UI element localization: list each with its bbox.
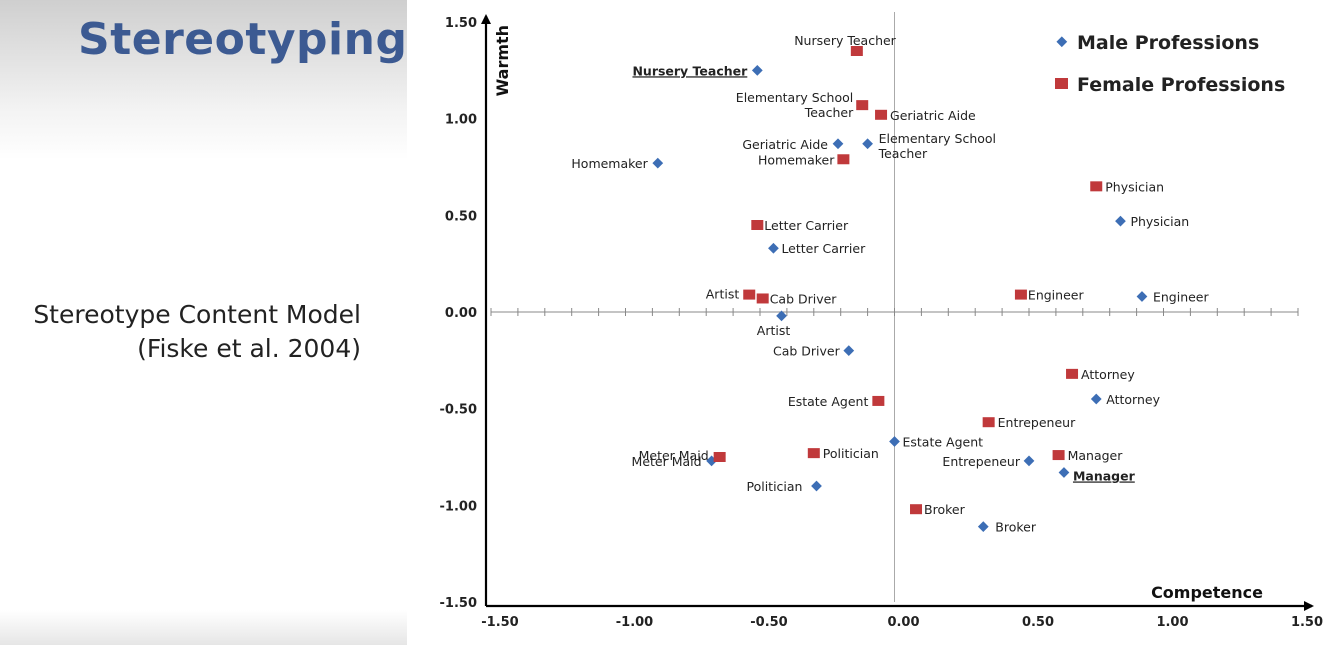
male-point-label: Geriatric Aide [742,137,828,152]
female-point-marker [713,452,726,462]
male-point-marker [751,64,763,76]
female-point-label: Attorney [1081,367,1135,382]
x-tick-label: -1.00 [616,615,653,630]
male-point-label: Engineer [1153,290,1210,305]
male-point-label: Physician [1130,214,1189,229]
y-tick-label: -0.50 [440,403,477,418]
axes-layer: -1.50 -1.00 -0.50 0.00 0.50 1.00 1.50 1.50 1.00 0… [440,12,1323,630]
slide-subtitle: Stereotype Content Model (Fiske et al. 2… [33,298,361,366]
female-point-marker [910,504,923,515]
x-tick-label: 1.50 [1291,615,1323,630]
female-point-label: Politician [823,446,879,461]
male-point-label: Nursery Teacher [632,63,748,78]
female-point-label: Teacher [804,105,854,120]
female-point-label: Entrepeneur [998,415,1076,430]
male-point-label: Manager [1073,468,1136,483]
female-point-label: Letter Carrier [764,218,849,233]
female-point-marker [1014,289,1027,300]
female-point-label: Nursery Teacher [794,33,896,48]
male-point-marker [1058,467,1070,478]
female-point-label: Estate Agent [788,394,869,409]
male-point-label: Politician [746,479,802,494]
scatter-chart: -1.50 -1.00 -0.50 0.00 0.50 1.00 1.50 1.50 1.00 0… [440,12,1323,630]
legend-female-marker [1055,78,1068,89]
x-axis-title: Competence [1151,583,1263,602]
male-point-marker [1115,215,1126,227]
y-tick-label: 0.50 [445,209,477,224]
female-point-label: Meter Maid [639,448,709,463]
male-point-label: Elementary School [879,131,996,146]
legend-label: Female Professions [1077,74,1285,96]
male-point-marker [832,138,844,150]
x-tick-label: -0.50 [750,615,787,630]
female-point-marker [743,289,756,300]
x-tick-label: 0.50 [1022,615,1054,630]
x-tick-label: 1.00 [1156,615,1188,630]
female-point-marker [1066,368,1079,379]
legend-label: Male Professions [1077,32,1259,54]
y-tick-label: -1.00 [440,499,477,514]
male-point-label: Broker [995,520,1037,535]
x-tick-label: 0.00 [887,615,919,630]
subtitle-model-name: Stereotype Content Model [33,300,361,329]
chart-panel: -1.50 -1.00 -0.50 0.00 0.50 1.00 1.50 1.50 1.00 0… [407,0,1338,645]
x-tick-label: -1.50 [481,615,518,630]
female-point-label: Broker [924,502,966,517]
female-point-label: Elementary School [736,90,853,105]
female-point-label: Homemaker [758,152,835,167]
male-point-label: Teacher [878,146,928,161]
slide-title: Stereotyping [78,14,408,65]
female-point-marker [875,109,888,120]
legend-male-marker [1056,36,1068,48]
male-point-label: Homemaker [571,156,648,171]
y-axis-title: Warmth [493,25,512,96]
y-tick-label: 1.50 [445,16,477,31]
y-tick-label: 0.00 [445,306,477,321]
male-point-label: Estate Agent [903,435,984,450]
female-point-marker [756,293,769,304]
female-point-marker [807,448,820,459]
y-tick-label: 1.00 [445,113,477,128]
female-point-marker [872,395,885,406]
male-point-marker [843,345,855,357]
female-point-label: Cab Driver [770,291,838,306]
female-point-marker [837,154,850,165]
female-point-marker [1052,450,1065,461]
male-point-marker [768,242,779,254]
legend: Male Professions Female Professions [1055,32,1285,96]
female-point-label: Artist [706,287,740,302]
female-point-marker [751,220,764,230]
female-point-label: Manager [1068,448,1124,463]
female-point-marker [856,100,869,111]
male-point-marker [811,480,822,492]
female-point-label: Geriatric Aide [890,108,976,123]
male-point-marker [862,138,873,150]
male-point-marker [889,436,900,447]
male-point-label: Cab Driver [773,344,841,359]
male-point-label: Attorney [1106,392,1160,407]
male-point-marker [977,521,989,532]
female-point-label: Engineer [1028,288,1085,303]
female-point-label: Physician [1105,179,1164,194]
male-point-label: Entrepeneur [942,454,1020,469]
y-tick-label: -1.50 [440,596,477,611]
female-point-marker [850,46,863,56]
male-point-marker [1136,291,1148,302]
male-point-marker [652,157,664,169]
male-point-marker [776,310,787,322]
female-point-marker [982,417,995,428]
male-point-label: Letter Carrier [781,241,866,256]
male-point-marker [1023,455,1035,467]
male-point-label: Meter Maid [632,454,702,469]
male-point-label: Artist [757,323,791,338]
subtitle-citation: (Fiske et al. 2004) [137,334,361,363]
male-point-marker [1090,393,1102,405]
female-point-marker [1090,181,1103,192]
